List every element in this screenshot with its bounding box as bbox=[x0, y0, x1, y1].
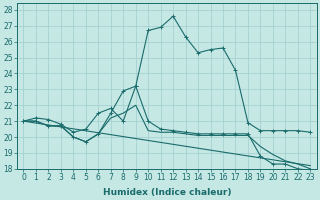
X-axis label: Humidex (Indice chaleur): Humidex (Indice chaleur) bbox=[103, 188, 231, 197]
